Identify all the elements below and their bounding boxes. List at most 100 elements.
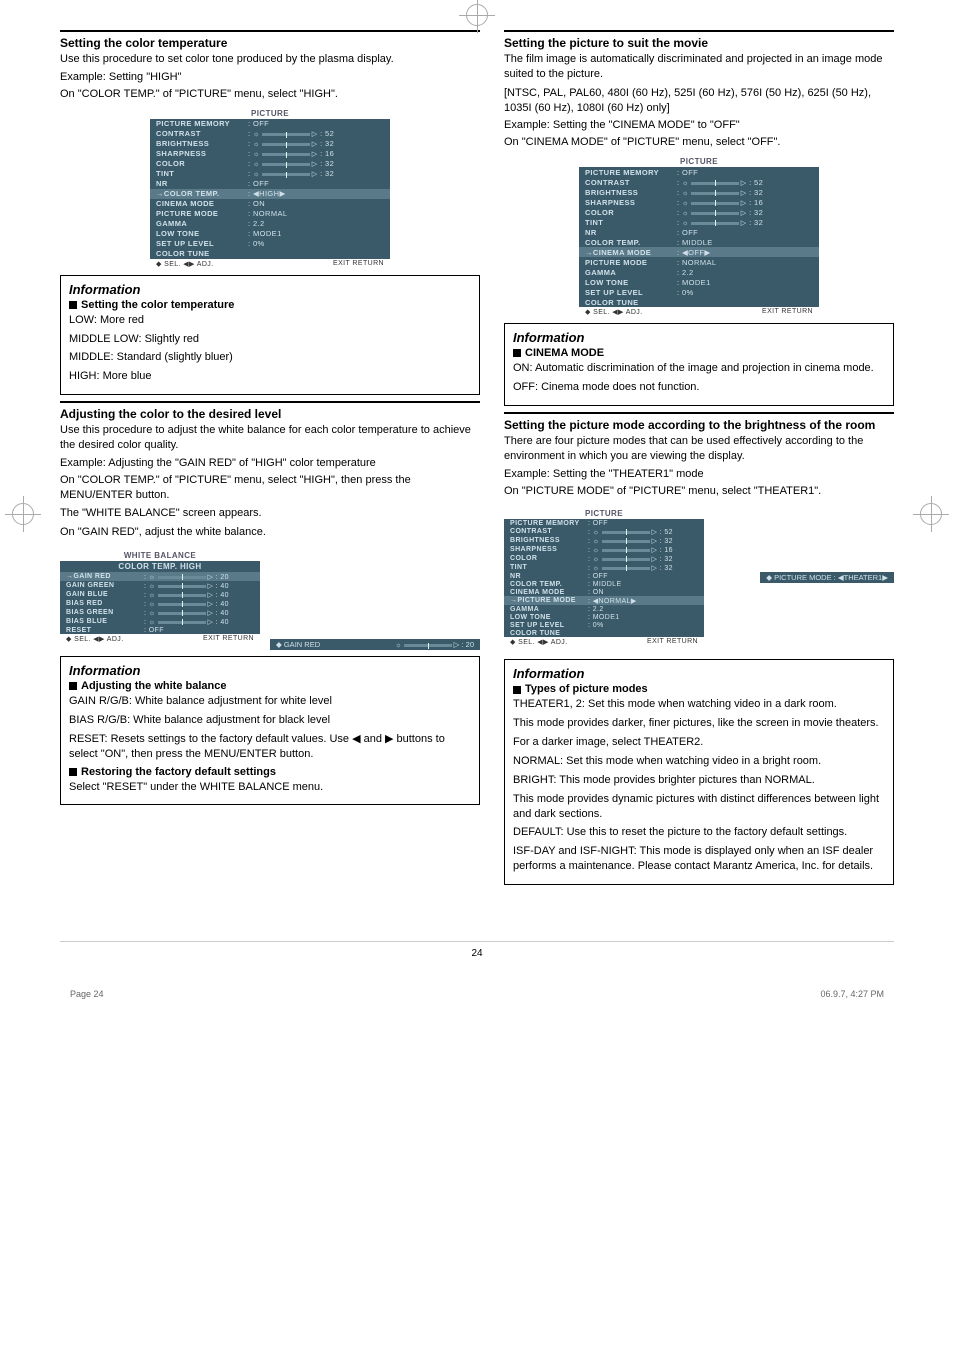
menu-row-label: COLOR TUNE <box>510 630 588 637</box>
info-subtitle: CINEMA MODE <box>513 347 885 359</box>
menu-row-label: BIAS GREEN <box>66 609 144 617</box>
menu-row: NR: OFF <box>579 227 819 237</box>
section-title: Adjusting the color to the desired level <box>60 407 480 421</box>
info-line: ON: Automatic discrimination of the imag… <box>513 361 885 376</box>
menu-row: PICTURE MEMORY: OFF <box>504 519 704 527</box>
section-rule <box>60 401 480 403</box>
right-column: Setting the picture to suit the movie Th… <box>504 30 894 891</box>
menu-row-value: : ☼▷ : 32 <box>677 208 813 217</box>
info-line: This mode provides dynamic pictures with… <box>513 792 885 822</box>
menu-row-value: : ☼▷ : 32 <box>248 139 384 148</box>
instruction-text: On "PICTURE MODE" of "PICTURE" menu, sel… <box>504 484 894 499</box>
menu-row-value <box>248 249 384 258</box>
menu-row-label: LOW TONE <box>156 229 248 238</box>
menu-row: CINEMA MODE: ON <box>504 588 704 596</box>
menu-row-label: COLOR <box>510 555 588 563</box>
info-line: OFF: Cinema mode does not function. <box>513 380 885 395</box>
info-line: NORMAL: Set this mode when watching vide… <box>513 754 885 769</box>
menu-row-value: : ☼▷ : 40 <box>144 591 254 599</box>
menu-row-value: : ☼▷ : 52 <box>248 129 384 138</box>
two-column-layout: Setting the color temperature Use this p… <box>60 30 894 891</box>
strip-label: ◆ GAIN RED <box>276 640 320 649</box>
menu-row-value: : OFF <box>588 573 698 580</box>
info-title: Information <box>513 330 885 345</box>
menu-row: BRIGHTNESS: ☼▷ : 32 <box>150 139 390 149</box>
menu-subtitle: COLOR TEMP. HIGH <box>60 561 260 572</box>
menu-row-label: GAMMA <box>156 219 248 228</box>
menu-row-value: : OFF <box>677 228 813 237</box>
menu-row-label: RESET <box>66 627 144 634</box>
osd-strip-gain-red: ◆ GAIN RED ☼▷ : 20 <box>270 639 480 650</box>
menu-row-value: : 2.2 <box>588 606 698 613</box>
menu-row-value: : NORMAL <box>677 258 813 267</box>
menu-row-label: SHARPNESS <box>156 149 248 158</box>
body-text: There are four picture modes that can be… <box>504 434 894 464</box>
info-line: ISF-DAY and ISF-NIGHT: This mode is disp… <box>513 844 885 874</box>
footer-right: EXIT RETURN <box>647 638 698 646</box>
body-text: The film image is automatically discrimi… <box>504 52 894 82</box>
menu-row: CONTRAST: ☼▷ : 52 <box>504 527 704 536</box>
information-box: Information Setting the color temperatur… <box>60 275 480 395</box>
left-column: Setting the color temperature Use this p… <box>60 30 480 891</box>
example-text: Example: Adjusting the "GAIN RED" of "HI… <box>60 457 480 469</box>
menu-title: PICTURE <box>579 156 819 167</box>
menu-row-label: PICTURE MODE <box>156 209 248 218</box>
info-line: LOW: More red <box>69 313 471 328</box>
menu-row-label: SET UP LEVEL <box>156 239 248 248</box>
menu-row-label: BRIGHTNESS <box>585 188 677 197</box>
menu-row-value: : ☼▷ : 16 <box>588 546 698 554</box>
menu-row: COLOR TEMP.: MIDDLE <box>504 580 704 588</box>
section-title: Setting the picture to suit the movie <box>504 36 894 50</box>
information-box: Information Adjusting the white balance … <box>60 656 480 805</box>
information-box: Information CINEMA MODE ON: Automatic di… <box>504 323 894 406</box>
info-subtitle: Setting the color temperature <box>69 299 471 311</box>
info-line: BIAS R/G/B: White balance adjustment for… <box>69 713 471 728</box>
menu-row: GAMMA: 2.2 <box>579 267 819 277</box>
instruction-text: On "CINEMA MODE" of "PICTURE" menu, sele… <box>504 135 894 150</box>
instruction-text: On "GAIN RED", adjust the white balance. <box>60 525 480 540</box>
menu-row-label: BIAS BLUE <box>66 618 144 626</box>
menu-row-label: GAIN BLUE <box>66 591 144 599</box>
page-metadata: Page 24 06.9.7, 4:27 PM <box>60 989 894 999</box>
menu-row-label: CINEMA MODE <box>156 199 248 208</box>
information-box: Information Types of picture modes THEAT… <box>504 659 894 884</box>
menu-row-value: : MIDDLE <box>677 238 813 247</box>
menu-row-label: COLOR TUNE <box>156 249 248 258</box>
menu-row: BRIGHTNESS: ☼▷ : 32 <box>504 536 704 545</box>
footer-right: EXIT RETURN <box>762 308 813 316</box>
menu-row: SHARPNESS: ☼▷ : 16 <box>150 149 390 159</box>
info-subtitle: Adjusting the white balance <box>69 680 471 692</box>
menu-row-label: GAIN GREEN <box>66 582 144 590</box>
osd-menu-picture-cinema: PICTURE PICTURE MEMORY: OFFCONTRAST: ☼▷ … <box>579 156 819 317</box>
registration-mark-left <box>12 503 34 525</box>
menu-title: PICTURE <box>150 108 390 119</box>
body-text: Use this procedure to adjust the white b… <box>60 423 480 453</box>
menu-row-label: LOW TONE <box>510 614 588 621</box>
menu-row-value: : ☼▷ : 52 <box>588 528 698 536</box>
info-line: RESET: Resets settings to the factory de… <box>69 732 471 762</box>
menu-row-label: CONTRAST <box>510 528 588 536</box>
menu-row-label: BIAS RED <box>66 600 144 608</box>
menu-row-value: : OFF <box>248 179 384 188</box>
menu-row-value: : ☼▷ : 16 <box>677 198 813 207</box>
menu-row-value: : MODE1 <box>248 229 384 238</box>
menu-row-value: : ◀HIGH▶ <box>248 189 384 198</box>
menu-row: →PICTURE MODE: ◀NORMAL▶ <box>504 596 704 605</box>
menu-row: SHARPNESS: ☼▷ : 16 <box>504 545 704 554</box>
menu-row-value: : MODE1 <box>677 278 813 287</box>
menu-row: →COLOR TEMP.: ◀HIGH▶ <box>150 189 390 199</box>
info-line: GAIN R/G/B: White balance adjustment for… <box>69 694 471 709</box>
footer-right: EXIT RETURN <box>333 260 384 268</box>
menu-row: GAMMA: 2.2 <box>504 605 704 613</box>
menu-row: CONTRAST: ☼▷ : 52 <box>150 129 390 139</box>
menu-row-value: : MODE1 <box>588 614 698 621</box>
menu-row: TINT: ☼▷ : 32 <box>150 169 390 179</box>
menu-row-value: : OFF <box>677 168 813 177</box>
menu-row-label: COLOR TEMP. <box>510 581 588 588</box>
info-line: BRIGHT: This mode provides brighter pict… <box>513 773 885 788</box>
menu-row-value: : ON <box>588 589 698 596</box>
instruction-text: On "COLOR TEMP." of "PICTURE" menu, sele… <box>60 473 480 503</box>
menu-row: SET UP LEVEL: 0% <box>150 239 390 249</box>
menu-title: PICTURE <box>504 508 704 519</box>
osd-menu-picture-colortemp: PICTURE PICTURE MEMORY: OFFCONTRAST: ☼▷ … <box>150 108 390 269</box>
